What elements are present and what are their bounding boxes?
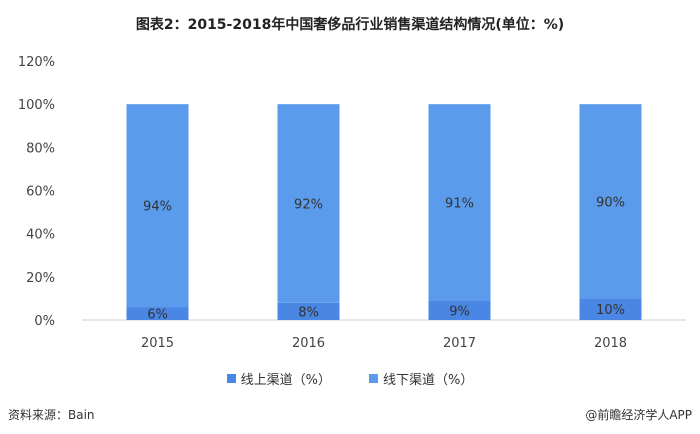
y-tick-label: 40% <box>26 228 55 243</box>
x-axis: 2015 2016 2017 2018 <box>82 319 686 351</box>
bar-segment-offline[interactable] <box>579 104 642 299</box>
x-tick-label: 2016 <box>292 336 325 351</box>
data-label: 94% <box>143 200 172 215</box>
data-label: 10% <box>596 303 625 318</box>
source-note: 资料来源：Bain <box>8 408 95 422</box>
y-tick-label: 0% <box>34 314 55 329</box>
chart-title: 图表2：2015-2018年中国奢侈品行业销售渠道结构情况(单位：%) <box>135 17 565 33</box>
y-tick-label: 100% <box>18 98 55 113</box>
legend-swatch-offline <box>369 374 378 383</box>
data-label: 92% <box>294 197 323 212</box>
bar-segment-offline[interactable] <box>428 104 491 301</box>
data-label: 91% <box>445 196 474 211</box>
legend: 线上渠道（%） 线下渠道（%） <box>0 369 700 388</box>
bar-segment-offline[interactable] <box>126 104 189 308</box>
data-label: 9% <box>449 304 470 319</box>
legend-label-offline: 线下渠道（%） <box>383 373 474 388</box>
data-label: 90% <box>596 195 625 210</box>
y-tick-label: 60% <box>26 185 55 200</box>
data-label: 8% <box>298 305 319 320</box>
y-axis: 0% 20% 40% 60% 80% 100% 120% <box>18 55 55 329</box>
bar-segment-online[interactable] <box>428 300 491 320</box>
brand-credit: @前瞻经济学人APP <box>585 406 692 423</box>
bar-segment-offline[interactable] <box>277 104 340 303</box>
legend-item-offline[interactable]: 线下渠道（%） <box>369 369 473 388</box>
brand-text: @前瞻经济学人APP <box>585 408 692 422</box>
bar-segment-online[interactable] <box>277 302 340 320</box>
y-tick-label: 20% <box>26 271 55 286</box>
x-tick-label: 2015 <box>141 336 174 351</box>
bar-segment-online[interactable] <box>126 307 189 320</box>
x-tick-label: 2017 <box>443 336 476 351</box>
y-tick-label: 80% <box>26 141 55 156</box>
data-label: 6% <box>147 308 168 323</box>
x-tick-label: 2018 <box>594 336 627 351</box>
legend-swatch-online <box>226 374 236 383</box>
legend-label-online: 线上渠道（%） <box>240 373 331 388</box>
y-tick-label: 120% <box>18 55 55 70</box>
bar-segment-online[interactable] <box>579 298 642 320</box>
bars: 6% 94% 8% 92% 9% 91% 10% 90% <box>126 104 642 323</box>
legend-item-online[interactable]: 线上渠道（%） <box>226 369 331 388</box>
